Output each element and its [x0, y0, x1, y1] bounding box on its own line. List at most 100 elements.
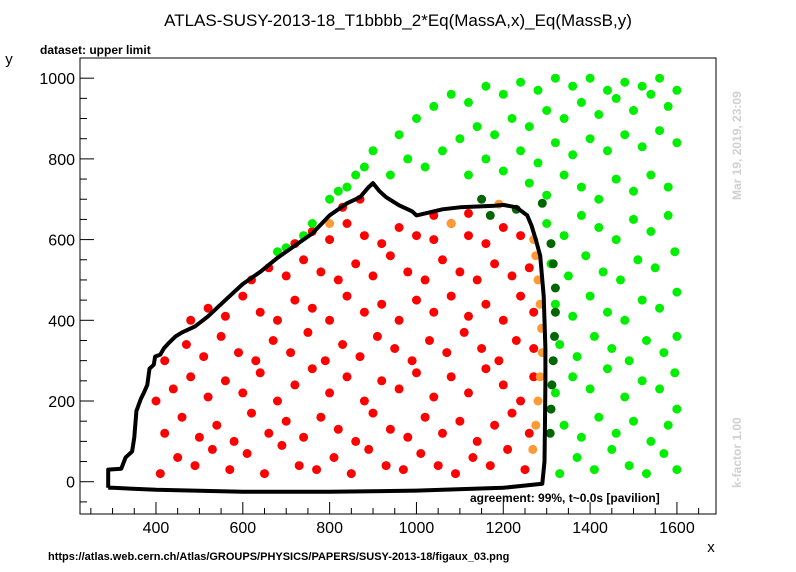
point-allowed: [568, 311, 578, 321]
point-excluded: [516, 291, 526, 301]
point-allowed: [524, 178, 534, 188]
point-allowed: [516, 146, 526, 156]
point-allowed-border: [545, 428, 555, 438]
point-allowed-border: [537, 198, 547, 208]
point-allowed: [368, 146, 378, 156]
point-allowed: [563, 271, 573, 281]
point-excluded: [403, 267, 413, 277]
kfactor-label: k-factor 1.00: [730, 417, 744, 488]
point-allowed: [385, 170, 395, 180]
point-excluded: [472, 436, 482, 446]
y-tick-label: 400: [48, 313, 75, 330]
point-allowed: [568, 372, 578, 382]
point-excluded: [299, 255, 309, 265]
point-allowed: [394, 130, 404, 140]
point-allowed: [655, 126, 665, 136]
point-allowed: [670, 368, 680, 378]
y-axis: 0 200 400 600 800 1000: [39, 57, 94, 503]
point-excluded: [325, 315, 335, 325]
x-tick-label: 400: [143, 520, 170, 537]
point-excluded: [412, 231, 421, 241]
point-excluded: [472, 275, 482, 285]
point-excluded: [225, 465, 235, 475]
point-allowed: [507, 114, 517, 123]
point-excluded: [398, 465, 408, 475]
point-allowed-border: [550, 331, 559, 341]
x-axis-title: x: [707, 539, 715, 556]
point-allowed: [620, 392, 630, 402]
point-excluded: [490, 420, 500, 430]
point-allowed: [620, 315, 630, 325]
point-allowed: [646, 227, 656, 236]
point-allowed: [516, 77, 526, 87]
point-excluded: [433, 461, 443, 471]
point-allowed: [616, 275, 625, 285]
point-allowed: [542, 106, 552, 115]
point-excluded: [207, 444, 217, 454]
point-excluded: [342, 372, 352, 382]
point-allowed: [568, 81, 578, 91]
x-tick-label: 1000: [399, 520, 435, 537]
point-excluded: [529, 372, 539, 382]
point-allowed: [550, 138, 560, 148]
point-allowed: [620, 77, 630, 87]
point-excluded: [481, 364, 491, 374]
point-allowed: [603, 146, 612, 156]
point-excluded: [281, 416, 291, 426]
point-excluded: [381, 461, 391, 471]
point-excluded: [429, 307, 439, 317]
point-allowed-border: [546, 239, 556, 249]
point-excluded: [325, 235, 335, 245]
point-excluded: [455, 267, 465, 277]
point-excluded: [351, 436, 361, 446]
exclusion-contour: [106, 181, 548, 494]
point-allowed: [550, 388, 560, 398]
x-tick-label: 1600: [659, 520, 695, 537]
point-excluded: [368, 271, 378, 281]
point-excluded: [364, 444, 374, 454]
point-allowed: [594, 223, 604, 232]
point-allowed: [576, 432, 586, 442]
source-url: https://atlas.web.cern.ch/Atlas/GROUPS/P…: [48, 551, 509, 563]
point-excluded: [355, 352, 365, 362]
point-allowed: [594, 194, 604, 204]
point-excluded: [281, 271, 291, 281]
point-excluded: [160, 428, 170, 438]
point-allowed: [633, 255, 643, 265]
point-allowed: [598, 267, 608, 277]
point-allowed: [533, 85, 543, 95]
point-excluded: [203, 392, 213, 402]
point-excluded: [151, 396, 161, 406]
point-allowed: [672, 85, 682, 95]
point-excluded: [407, 356, 417, 366]
point-allowed: [603, 85, 612, 95]
point-excluded: [390, 344, 400, 353]
plot-frame: [79, 57, 717, 515]
point-allowed: [594, 412, 604, 422]
point-allowed: [403, 154, 413, 164]
point-excluded: [468, 453, 478, 462]
point-excluded: [190, 461, 200, 471]
point-allowed: [611, 93, 621, 103]
point-excluded: [442, 348, 452, 358]
point-excluded: [290, 380, 300, 390]
point-excluded: [394, 384, 404, 394]
point-allowed: [307, 219, 317, 228]
point-excluded: [286, 348, 296, 358]
y-tick-label: 800: [48, 152, 75, 169]
point-excluded: [498, 223, 508, 232]
point-allowed: [559, 170, 569, 180]
point-excluded: [203, 303, 213, 313]
point-allowed: [559, 231, 569, 241]
point-excluded: [220, 376, 230, 386]
point-allowed-border: [477, 194, 487, 204]
point-allowed: [603, 364, 612, 374]
point-excluded: [268, 336, 278, 345]
point-excluded: [459, 327, 469, 337]
point-excluded: [316, 412, 326, 422]
chart-title: ATLAS-SUSY-2013-18_T1bbbb_2*Eq(MassA,x)_…: [164, 11, 632, 30]
point-excluded: [394, 315, 404, 325]
point-allowed: [629, 186, 638, 196]
point-excluded: [464, 208, 473, 218]
